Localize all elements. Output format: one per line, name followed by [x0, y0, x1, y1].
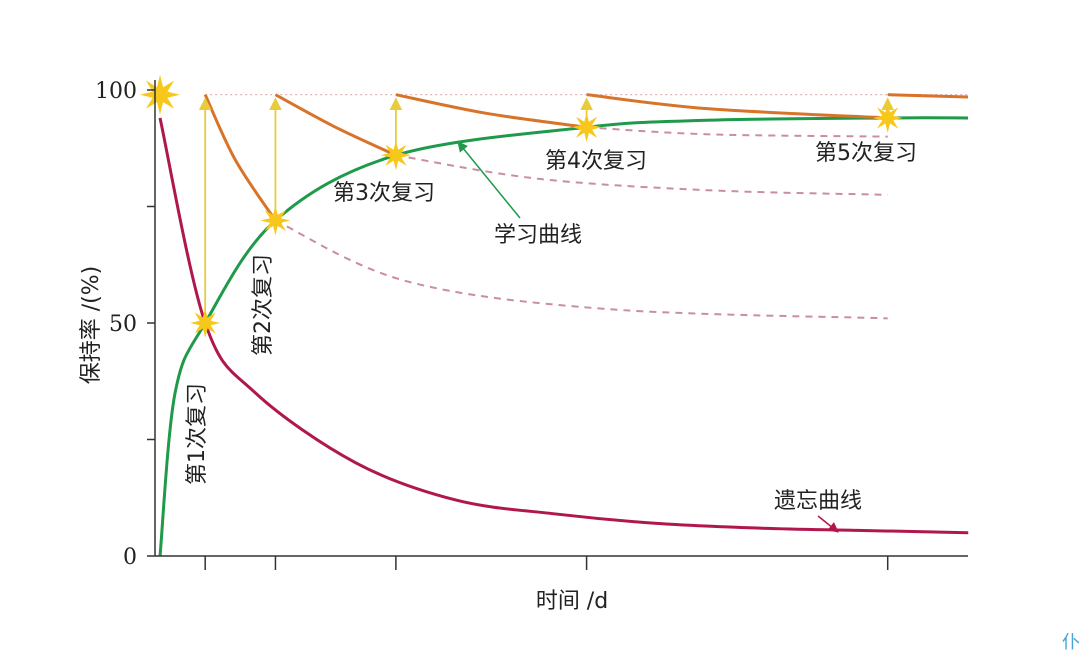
forgetting-curve-pointer: [817, 515, 839, 533]
y-tick-label-0: 0: [123, 545, 137, 570]
dashed-decay-line-1: [275, 219, 888, 320]
dashed-decay-lines: [275, 126, 888, 320]
review-stars: [140, 74, 903, 338]
dashed-decay-line-2: [395, 154, 888, 196]
review-label-5: 第5次复习: [815, 141, 917, 166]
review-label-4: 第4次复习: [545, 149, 647, 174]
y-tick-label-100: 100: [95, 79, 137, 104]
start-star: [140, 74, 180, 115]
learning-curve-label: 学习曲线: [494, 223, 582, 248]
review-star-4: [571, 112, 602, 143]
corner-glyph: 仆: [1062, 632, 1080, 653]
review-decay-segment-1: [203, 94, 277, 222]
review-star-5: [872, 103, 903, 133]
review-decay-segment-5: [887, 93, 969, 99]
review-star-2: [260, 205, 291, 236]
x-axis-label: 时间 /d: [536, 589, 608, 614]
review-decay-segment-2: [274, 93, 397, 157]
forgetting-curve-line: [158, 117, 969, 535]
axes: [147, 80, 968, 570]
text-labels: 0 50 100 时间 /d 保持率 /(%) 第1次复习 第2次复习 第3次复习 第4次复习 第…: [79, 79, 917, 614]
y-tick-label-50: 50: [109, 312, 137, 337]
review-label-2: 第2次复习: [251, 254, 276, 356]
review-decay-segment-3: [395, 93, 587, 129]
review-label-1: 第1次复习: [185, 383, 210, 485]
review-decay-segment-4: [586, 93, 888, 120]
forgetting-curve-label: 遗忘曲线: [774, 489, 862, 514]
learning-curve-pointer: [457, 141, 521, 219]
y-axis-label: 保持率 /(%): [79, 266, 104, 384]
dashed-decay-line-3: [586, 126, 888, 138]
review-star-1: [190, 308, 221, 338]
review-star-3: [380, 140, 411, 171]
review-label-3: 第3次复习: [333, 181, 435, 206]
